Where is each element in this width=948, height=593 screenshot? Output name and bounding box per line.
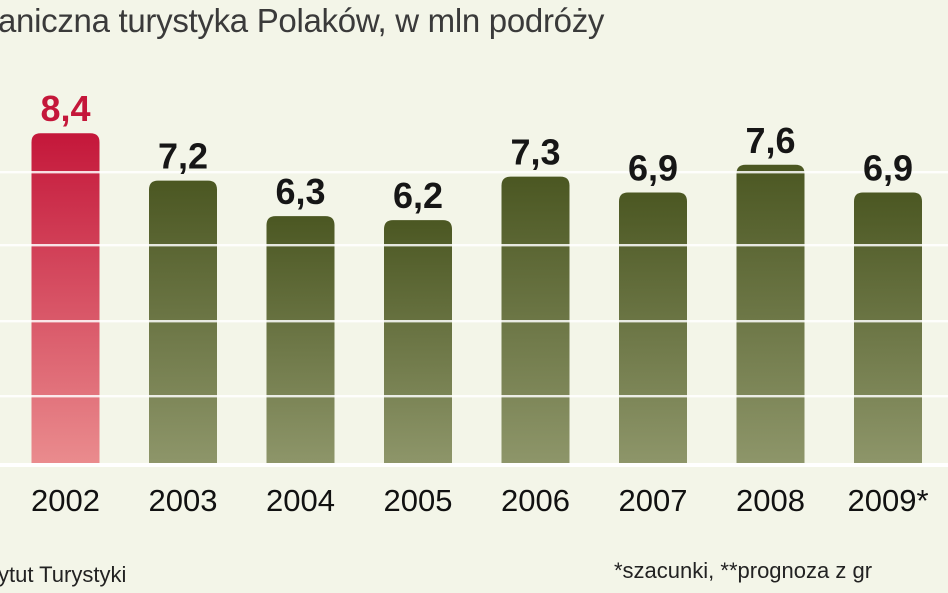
bar-2003 [149, 180, 217, 465]
tick-label-2003: 2003 [149, 483, 218, 518]
value-label-2008: 7,6 [745, 120, 795, 161]
bar-2007 [619, 192, 687, 465]
grid-layer [0, 171, 948, 398]
value-label-2003: 7,2 [158, 136, 208, 177]
chart-title: aniczna turystyka Polaków, w mln podróży [0, 2, 605, 39]
bar-2009 [854, 192, 922, 465]
tick-label-2009: 2009* [847, 483, 928, 518]
tick-label-2007: 2007 [619, 483, 688, 518]
value-labels-layer: 78,47,26,36,27,36,97,66,9 [40, 88, 913, 216]
bar-2004 [266, 216, 335, 465]
bars-layer [31, 133, 922, 466]
source-note: ytut Turystyki [0, 562, 127, 587]
value-label-2002: 8,4 [40, 88, 90, 129]
bar-2002 [31, 133, 100, 465]
tick-labels-layer: 2002 2003 2004 2005 2006 2007 2008 2009* [31, 483, 929, 518]
value-label-2006: 7,3 [510, 132, 560, 173]
tick-label-2006: 2006 [501, 483, 570, 518]
bar-2008 [736, 164, 805, 466]
footnote: *szacunki, **prognoza z gr [614, 558, 873, 583]
gridline [0, 395, 948, 398]
value-label-2004: 6,3 [275, 171, 325, 212]
baseline [0, 463, 948, 467]
value-label-2007: 6,9 [628, 147, 678, 188]
value-label-2005: 6,2 [393, 175, 443, 216]
gridline [0, 244, 948, 247]
tick-label-2008: 2008 [736, 483, 805, 518]
bar-2005 [384, 220, 452, 465]
tick-label-2002: 2002 [31, 483, 100, 518]
gridline [0, 171, 948, 174]
tick-label-2004: 2004 [266, 483, 335, 518]
value-label-2009: 6,9 [863, 147, 913, 188]
gridline [0, 320, 948, 323]
tick-label-2005: 2005 [384, 483, 453, 518]
